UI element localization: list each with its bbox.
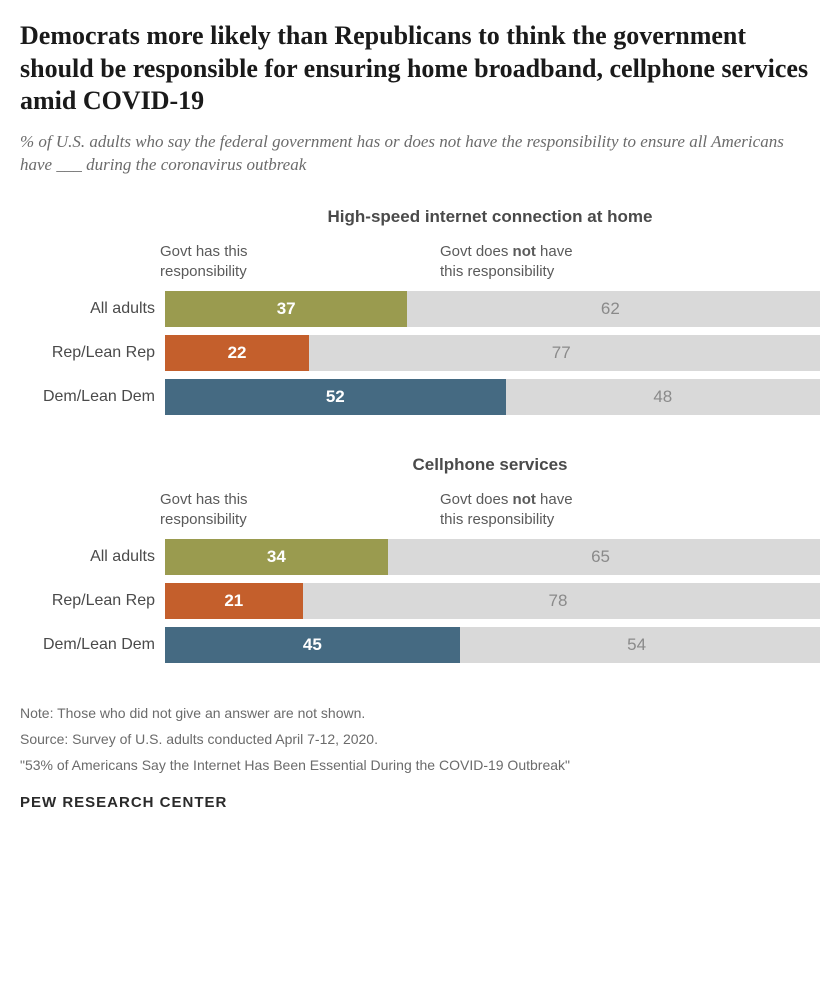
- header-no: Govt does not havethis responsibility: [410, 242, 820, 281]
- bar-container: 4554: [165, 627, 820, 663]
- bar-segment-no: 54: [460, 627, 814, 663]
- header-yes: Govt has thisresponsibility: [160, 490, 410, 529]
- chart-panel: High-speed internet connection at home Go…: [20, 207, 820, 415]
- bar-row: Rep/Lean Rep2277: [20, 335, 820, 371]
- bar-row: Dem/Lean Dem4554: [20, 627, 820, 663]
- bar-segment-no: 48: [506, 379, 820, 415]
- bar-filler: [813, 627, 820, 663]
- chart-panel: Cellphone services Govt has thisresponsib…: [20, 455, 820, 663]
- note-line: Note: Those who did not give an answer a…: [20, 703, 820, 724]
- bar-segment-no: 62: [407, 291, 813, 327]
- bar-segment-yes: 21: [165, 583, 303, 619]
- note-line: Source: Survey of U.S. adults conducted …: [20, 729, 820, 750]
- note-line: "53% of Americans Say the Internet Has B…: [20, 755, 820, 776]
- bar-segment-no: 65: [388, 539, 814, 575]
- bar-segment-yes: 52: [165, 379, 506, 415]
- row-label: Dem/Lean Dem: [20, 388, 165, 406]
- bar-container: 5248: [165, 379, 820, 415]
- header-yes: Govt has thisresponsibility: [160, 242, 410, 281]
- column-headers: Govt has thisresponsibilityGovt does not…: [20, 490, 820, 529]
- bar-row: All adults3465: [20, 539, 820, 575]
- bar-container: 2178: [165, 583, 820, 619]
- panel-title: High-speed internet connection at home: [160, 207, 820, 227]
- bar-container: 3762: [165, 291, 820, 327]
- row-label: All adults: [20, 300, 165, 318]
- row-label: All adults: [20, 548, 165, 566]
- bar-row: Rep/Lean Rep2178: [20, 583, 820, 619]
- header-no: Govt does not havethis responsibility: [410, 490, 820, 529]
- bar-row: All adults3762: [20, 291, 820, 327]
- bar-segment-yes: 37: [165, 291, 407, 327]
- row-label: Dem/Lean Dem: [20, 636, 165, 654]
- bar-filler: [813, 583, 820, 619]
- row-label: Rep/Lean Rep: [20, 344, 165, 362]
- bar-filler: [813, 335, 820, 371]
- bar-filler: [813, 291, 820, 327]
- bar-filler: [813, 539, 820, 575]
- bar-container: 2277: [165, 335, 820, 371]
- bar-segment-no: 77: [309, 335, 813, 371]
- chart-title: Democrats more likely than Republicans t…: [20, 20, 820, 118]
- bar-row: Dem/Lean Dem5248: [20, 379, 820, 415]
- column-headers: Govt has thisresponsibilityGovt does not…: [20, 242, 820, 281]
- bar-segment-no: 78: [303, 583, 814, 619]
- bar-segment-yes: 45: [165, 627, 460, 663]
- notes: Note: Those who did not give an answer a…: [20, 703, 820, 776]
- bar-container: 3465: [165, 539, 820, 575]
- panel-title: Cellphone services: [160, 455, 820, 475]
- bar-segment-yes: 34: [165, 539, 388, 575]
- panels-container: High-speed internet connection at home Go…: [20, 207, 820, 663]
- chart-subtitle: % of U.S. adults who say the federal gov…: [20, 130, 820, 178]
- footer-brand: PEW RESEARCH CENTER: [20, 794, 820, 811]
- row-label: Rep/Lean Rep: [20, 592, 165, 610]
- bar-segment-yes: 22: [165, 335, 309, 371]
